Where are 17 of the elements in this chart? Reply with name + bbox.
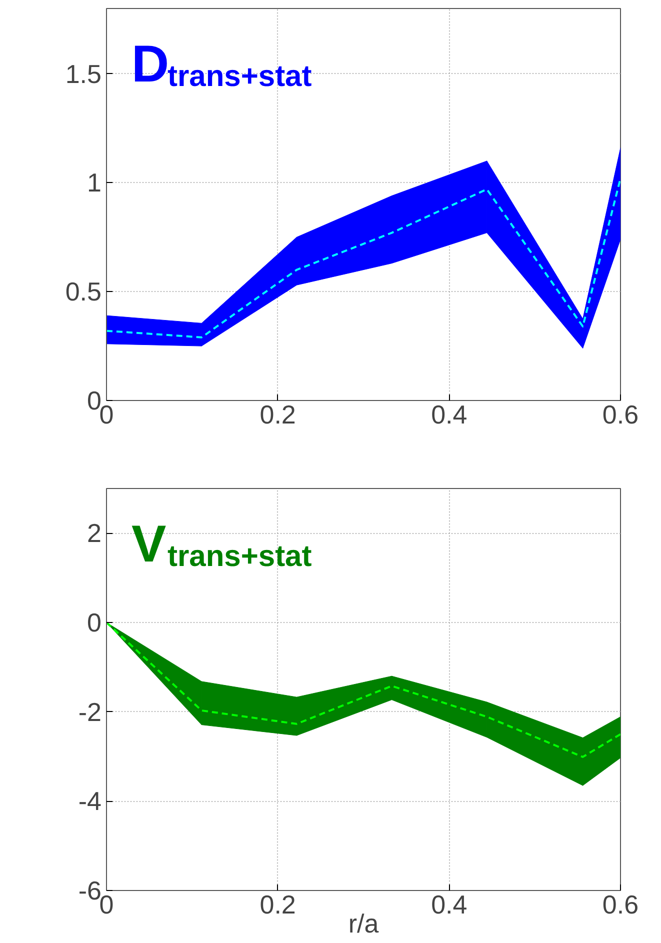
x-tick-label: 0.6: [602, 400, 639, 430]
x-tick-label: 0.2: [260, 400, 296, 430]
y-tick-label: 2: [87, 518, 102, 548]
annotation: Vtrans+stat: [132, 516, 312, 574]
y-tick-label: 0: [87, 608, 102, 638]
y-tick-label: 1.5: [65, 58, 102, 89]
x-tick-label: 0.2: [260, 890, 296, 920]
x-tick-label: 0.4: [431, 400, 468, 430]
x-tick-label: 0.6: [602, 890, 639, 920]
line-series: [106, 622, 620, 758]
y-tick-label: 1: [87, 168, 102, 198]
annotation: Dtrans+stat: [132, 36, 312, 94]
x-axis-title: r/a: [348, 908, 380, 938]
y-tick-label: -2: [78, 696, 102, 727]
y-tick-label: 0.5: [65, 276, 102, 307]
y-tick-label: -4: [78, 786, 102, 816]
x-tick-label: 0.4: [431, 890, 468, 920]
